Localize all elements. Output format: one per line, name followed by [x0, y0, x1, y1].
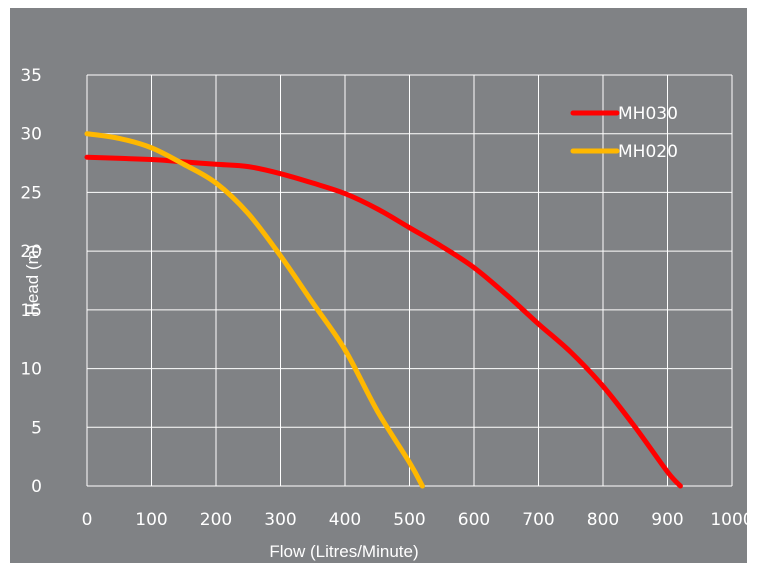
y-tick-label: 20	[20, 242, 42, 262]
y-tick-label: 15	[20, 301, 42, 321]
y-axis-title: Head (m)	[23, 245, 42, 316]
y-tick-label: 30	[20, 125, 42, 145]
x-tick-label: 500	[393, 510, 425, 530]
x-tick-label: 800	[587, 510, 619, 530]
series-line-mh030	[84, 154, 683, 489]
y-tick-label: 10	[20, 360, 42, 380]
x-tick-label: 900	[651, 510, 683, 530]
y-tick-labels: 0 5 10 15 20 25 30 35	[20, 66, 42, 497]
x-tick-label: 700	[522, 510, 554, 530]
x-tick-label: 100	[135, 510, 167, 530]
x-tick-label: 0	[82, 510, 93, 530]
legend: MH030 MH020	[570, 104, 678, 162]
y-tick-label: 0	[31, 477, 42, 497]
series-line-mh020	[84, 131, 425, 489]
series-lines	[84, 131, 683, 489]
legend-label-mh020: MH020	[618, 142, 678, 162]
y-tick-label: 5	[31, 418, 42, 438]
x-tick-label: 300	[264, 510, 296, 530]
x-tick-label: 200	[200, 510, 232, 530]
x-tick-label: 600	[458, 510, 490, 530]
legend-label-mh030: MH030	[618, 104, 678, 124]
y-tick-label: 35	[20, 66, 42, 86]
x-tick-label: 400	[329, 510, 361, 530]
grid-lines	[86, 74, 733, 487]
x-axis-title: Flow (Litres/Minute)	[269, 542, 418, 561]
y-tick-label: 25	[20, 183, 42, 203]
